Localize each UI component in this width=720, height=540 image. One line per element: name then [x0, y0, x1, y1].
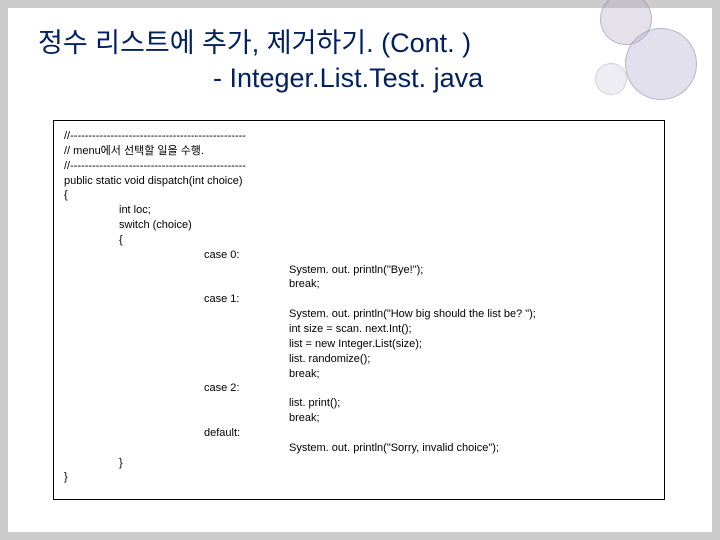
slide-title: 정수 리스트에 추가, 제거하기. (Cont. ) - Integer.Lis…	[38, 26, 682, 96]
code-box: //--------------------------------------…	[53, 120, 665, 500]
code-line: System. out. println("Sorry, invalid cho…	[64, 441, 654, 456]
code-line: //--------------------------------------…	[64, 159, 654, 174]
code-line: {	[64, 233, 654, 248]
code-line: list = new Integer.List(size);	[64, 337, 654, 352]
code-line: int loc;	[64, 203, 654, 218]
code-line: public static void dispatch(int choice)	[64, 174, 654, 189]
code-line: case 0:	[64, 248, 654, 263]
code-line: case 1:	[64, 292, 654, 307]
code-line: // menu에서 선택할 일을 수행.	[64, 144, 654, 159]
code-line: default:	[64, 426, 654, 441]
code-line: switch (choice)	[64, 218, 654, 233]
code-line: {	[64, 188, 654, 203]
code-line: //--------------------------------------…	[64, 129, 654, 144]
code-line: }	[64, 470, 654, 485]
code-line: list. print();	[64, 396, 654, 411]
code-line: int size = scan. next.Int();	[64, 322, 654, 337]
code-line: break;	[64, 367, 654, 382]
code-line: break;	[64, 411, 654, 426]
code-line: list. randomize();	[64, 352, 654, 367]
title-line-1: 정수 리스트에 추가, 제거하기. (Cont. )	[38, 26, 682, 61]
code-line: System. out. println("Bye!");	[64, 263, 654, 278]
code-line: break;	[64, 277, 654, 292]
code-line: System. out. println("How big should the…	[64, 307, 654, 322]
code-line: }	[64, 456, 654, 471]
title-line-2: - Integer.List.Test. java	[38, 61, 682, 96]
code-line: case 2:	[64, 381, 654, 396]
slide: 정수 리스트에 추가, 제거하기. (Cont. ) - Integer.Lis…	[8, 8, 712, 532]
